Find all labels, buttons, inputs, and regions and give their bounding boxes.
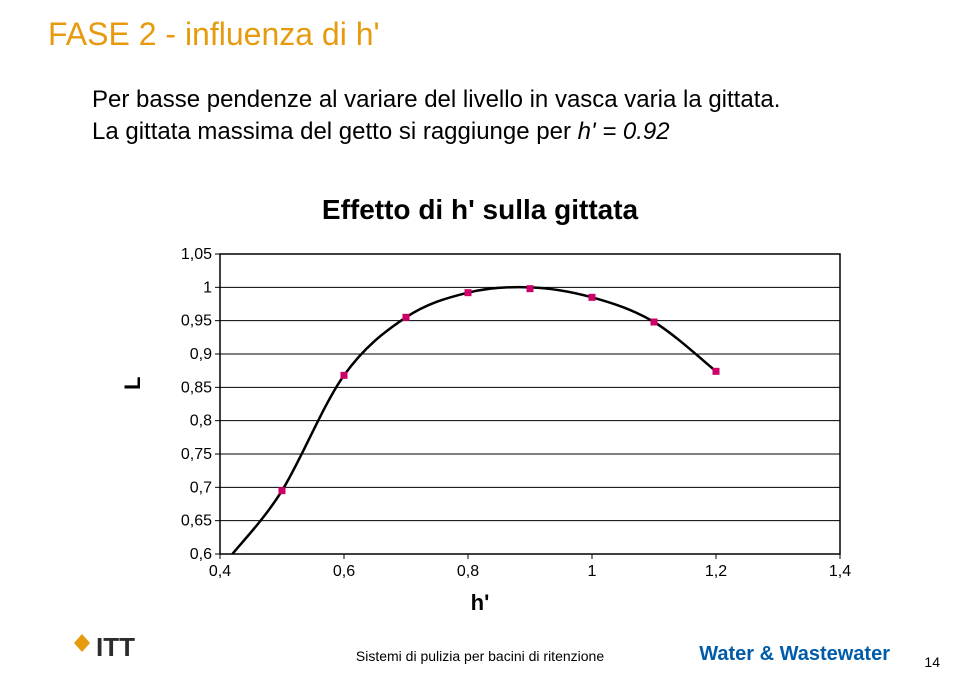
chart-title: Effetto di h' sulla gittata [0,194,960,226]
page-number: 14 [924,654,940,670]
svg-text:0,8: 0,8 [457,563,479,580]
svg-text:1: 1 [203,279,212,296]
svg-text:0,6: 0,6 [190,546,212,563]
body-text: Per basse pendenze al variare del livell… [92,84,872,149]
svg-text:0,4: 0,4 [209,563,231,580]
svg-text:0,8: 0,8 [190,413,212,430]
svg-text:0,95: 0,95 [181,313,212,330]
svg-text:1,2: 1,2 [705,563,727,580]
x-axis-label: h' [0,590,960,616]
svg-text:0,9: 0,9 [190,346,212,363]
svg-text:0,75: 0,75 [181,446,212,463]
slide-title: FASE 2 - influenza di h' [48,16,380,53]
svg-text:0,7: 0,7 [190,479,212,496]
svg-text:0,6: 0,6 [333,563,355,580]
slide: FASE 2 - influenza di h' Per basse pende… [0,0,960,674]
svg-text:0,65: 0,65 [181,513,212,530]
svg-text:1: 1 [588,563,597,580]
body-line1: Per basse pendenze al variare del livell… [92,86,780,113]
chart-svg: 0,60,650,70,750,80,850,90,9511,050,40,60… [140,244,860,584]
svg-text:1,05: 1,05 [181,246,212,263]
footer-right-text: Water & Wastewater [699,643,890,666]
body-line2a: La gittata massima del getto si raggiung… [92,118,578,145]
chart-area: 0,60,650,70,750,80,850,90,9511,050,40,60… [140,244,860,584]
svg-text:0,85: 0,85 [181,379,212,396]
body-line2b: h' = 0.92 [578,118,670,145]
footer: ITT Sistemi di pulizia per bacini di rit… [0,638,960,674]
svg-text:1,4: 1,4 [829,563,851,580]
